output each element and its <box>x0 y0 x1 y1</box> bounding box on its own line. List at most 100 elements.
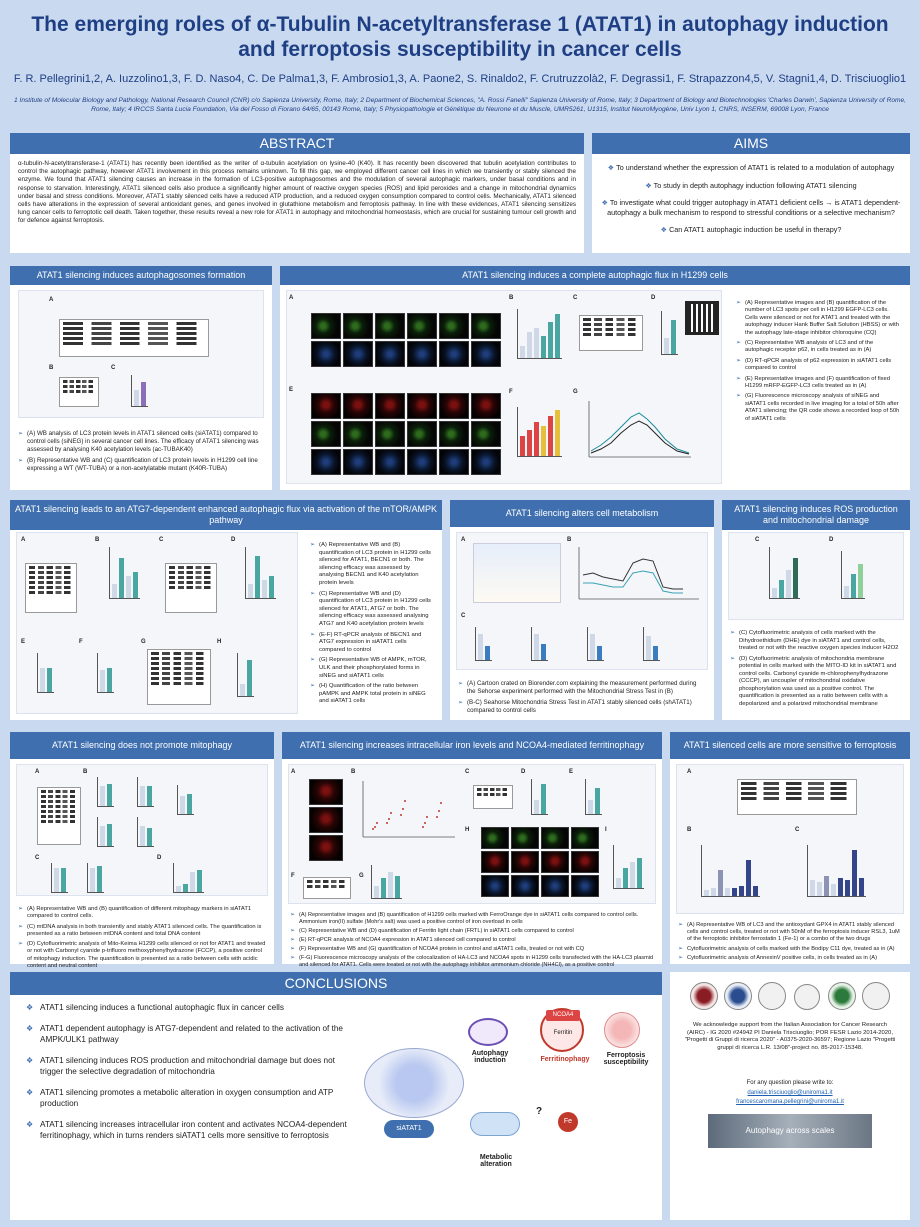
figure-caption: (F-G) Fluorescence microscopy analysis o… <box>290 955 654 969</box>
aim-item: Can ATAT1 autophagic induction be useful… <box>600 225 902 235</box>
ferroptosis-label: Ferroptosis susceptibility <box>603 1052 649 1066</box>
mitophagy-heading: ATAT1 silencing does not promote mitopha… <box>10 732 274 759</box>
ferroptosis-figure: A B C <box>676 764 904 914</box>
siatat1-label: siATAT1 <box>384 1120 434 1138</box>
conclusion-item: ATAT1 silencing induces ROS production a… <box>26 1055 356 1077</box>
abstract-text: α-tubulin-N-acetyltransferase-1 (ATAT1) … <box>18 160 576 225</box>
author-list: F. R. Pellegrini1,2, A. Iuzzolino1,3, F.… <box>13 73 907 85</box>
iron-icon: Fe <box>558 1112 578 1132</box>
figure-caption: (A) Representative WB of LC3 and the ant… <box>678 922 902 944</box>
contact-prompt: For any question please write to: <box>746 1080 834 1086</box>
figure-caption: (E) Representative images and (F) quanti… <box>736 376 900 391</box>
acknowledgement-text: We acknowledge support from the Italian … <box>684 1022 896 1051</box>
autophagosome-heading: ATAT1 silencing induces autophagosomes f… <box>10 266 272 285</box>
figure-caption: (C) Representative WB and (D) quantifica… <box>310 591 432 629</box>
aim-item: To understand whether the expression of … <box>600 163 902 173</box>
seahorse-ocr-chart <box>578 547 699 600</box>
ros-heading: ATAT1 silencing induces ROS production a… <box>722 500 910 530</box>
autophagosome-icon <box>468 1018 508 1046</box>
ibpm-logo <box>758 982 786 1010</box>
ferritinophagy-panel: ATAT1 silencing increases intracellular … <box>282 732 662 968</box>
ferritinophagy-label: Ferritinophagy <box>540 1056 590 1063</box>
atg7-panel: ATAT1 silencing leads to an ATG7-depende… <box>10 500 442 720</box>
aims-panel: AIMS To understand whether the expressio… <box>592 133 910 253</box>
university-seal-logo <box>690 982 718 1010</box>
ferroptosis-panel: ATAT1 silenced cells are more sensitive … <box>670 732 910 964</box>
figure-caption: (C) Representative WB analysis of LC3 an… <box>736 340 900 355</box>
figure-caption: (C) mtDNA analysis in both transiently a… <box>18 924 266 939</box>
live-imaging-chart <box>588 401 691 458</box>
ros-panel: ATAT1 silencing induces ROS production a… <box>722 500 910 720</box>
ncoa4-label: NCOA4 <box>546 1010 580 1021</box>
affiliations: 1 Institute of Molecular Biology and Pat… <box>13 97 907 113</box>
autophagosome-panel: ATAT1 silencing induces autophagosomes f… <box>10 266 272 490</box>
banner-text: Autophagy across scales <box>745 1126 835 1135</box>
figure-caption: (H) Quantification of the ratio between … <box>310 683 432 706</box>
conference-banner: Autophagy across scales <box>708 1114 872 1148</box>
conclusion-item: ATAT1 dependent autophagy is ATG7-depend… <box>26 1023 356 1045</box>
figure-caption: (C) Representative WB and (D) quantifica… <box>290 928 654 935</box>
figure-caption: (F) Representative WB and (G) quantifica… <box>290 946 654 953</box>
aims-heading: AIMS <box>592 133 910 154</box>
mitochondrion-icon <box>470 1112 520 1136</box>
mitophagy-figure: A B C D <box>16 764 268 896</box>
ieeb-logo <box>794 984 820 1010</box>
ferroorange-chart <box>362 781 455 838</box>
acknowledgements-panel: We acknowledge support from the Italian … <box>670 972 910 1220</box>
qr-code[interactable] <box>685 301 719 335</box>
conclusion-item: ATAT1 silencing induces a functional aut… <box>26 1002 356 1013</box>
figure-caption: (A) Cartoon crated on Biorender.com expl… <box>458 680 706 696</box>
atg7-figure: A B C D E F G H <box>16 532 298 714</box>
metabolism-panel: ATAT1 silencing alters cell metabolism A… <box>450 500 714 720</box>
conclusion-item: ATAT1 silencing promotes a metabolic alt… <box>26 1087 356 1109</box>
ferritin-label: Ferritin <box>553 1030 573 1036</box>
ferroptosis-heading: ATAT1 silenced cells are more sensitive … <box>670 732 910 759</box>
figure-caption: (A) Representative WB and (B) quantifica… <box>18 906 266 921</box>
email-link[interactable]: daniela.trisciuoglio@uniroma1.it <box>747 1090 833 1096</box>
ferroptosis-cell-icon <box>604 1012 640 1048</box>
airc-logo <box>862 982 890 1010</box>
figure-caption: (D) Cytofluorimetric analysis of Mito-Ke… <box>18 941 266 970</box>
autophagic-flux-heading: ATAT1 silencing induces a complete autop… <box>280 266 910 285</box>
poster-title: The emerging roles of α-Tubulin N-acetyl… <box>31 13 889 61</box>
figure-caption: (B) Representative WB and (C) quantifica… <box>18 457 264 473</box>
abstract-heading: ABSTRACT <box>10 133 584 154</box>
metabolism-heading: ATAT1 silencing alters cell metabolism <box>450 500 714 527</box>
autophagosome-figure: A B C <box>18 290 264 418</box>
autophagic-flux-panel: ATAT1 silencing induces a complete autop… <box>280 266 910 490</box>
atg7-heading: ATAT1 silencing leads to an ATG7-depende… <box>10 500 442 530</box>
figure-caption: (E) RT-qPCR analysis of NCOA4 expression… <box>290 937 654 944</box>
figure-caption: Cytofluorimetric analysis of cells marke… <box>678 946 902 953</box>
santa-lucia-logo <box>828 982 856 1010</box>
cell-illustration <box>364 1048 464 1118</box>
email-link[interactable]: francescaromana.pellegrini@uniroma1.it <box>736 1099 844 1105</box>
metabolic-label: Metabolic alteration <box>479 1154 513 1168</box>
figure-caption: (A) Representative images and (B) quanti… <box>736 300 900 337</box>
conclusions-panel: CONCLUSIONS ATAT1 silencing induces a fu… <box>10 972 662 1220</box>
figure-caption: (C) Cytofluorimetric analysis of cells m… <box>730 630 902 653</box>
figure-caption: (B-C) Seahorse Mitochondria Stress Test … <box>458 699 706 715</box>
ros-figure: C D <box>728 532 904 620</box>
figure-caption: (D) RT-qPCR analysis of p62 expression i… <box>736 358 900 373</box>
aim-item: To study in depth autophagy induction fo… <box>600 181 902 191</box>
aim-item: To investigate what could trigger autoph… <box>600 198 902 217</box>
figure-caption: (A) Representative images and (B) quanti… <box>290 912 654 926</box>
figure-caption: (A) WB analysis of LC3 protein levels in… <box>18 430 264 454</box>
ferritinophagy-heading: ATAT1 silencing increases intracellular … <box>282 732 662 759</box>
mitophagy-panel: ATAT1 silencing does not promote mitopha… <box>10 732 274 969</box>
metabolism-figure: A B C <box>456 532 708 670</box>
summary-diagram: siATAT1 Autophagy induction NCOA4 Ferrit… <box>360 1000 660 1214</box>
conclusions-heading: CONCLUSIONS <box>10 972 662 995</box>
figure-caption: (G) Representative WB of AMPK, mTOR, ULK… <box>310 657 432 680</box>
figure-caption: (A) Representative WB and (B) quantifica… <box>310 542 432 588</box>
cnr-logo <box>724 982 752 1010</box>
figure-caption: (G) Fluorescence microscopy analysis of … <box>736 393 900 423</box>
figure-caption: Cytofluorimetric analysis of AnnexinV po… <box>678 955 902 962</box>
abstract-panel: ABSTRACT α-tubulin-N-acetyltransferase-1… <box>10 133 584 253</box>
figure-caption: (E-F) RT-qPCR analysis of BECN1 and ATG7… <box>310 632 432 655</box>
autophagic-flux-figure: A E B C D <box>286 290 722 484</box>
ferritinophagy-figure: A B C D E F G H <box>288 764 656 904</box>
figure-caption: (D) Cytofluorimetric analysis of mitocho… <box>730 656 902 709</box>
conclusion-item: ATAT1 silencing increases intracellular … <box>26 1119 356 1141</box>
question-mark: ? <box>536 1106 543 1117</box>
